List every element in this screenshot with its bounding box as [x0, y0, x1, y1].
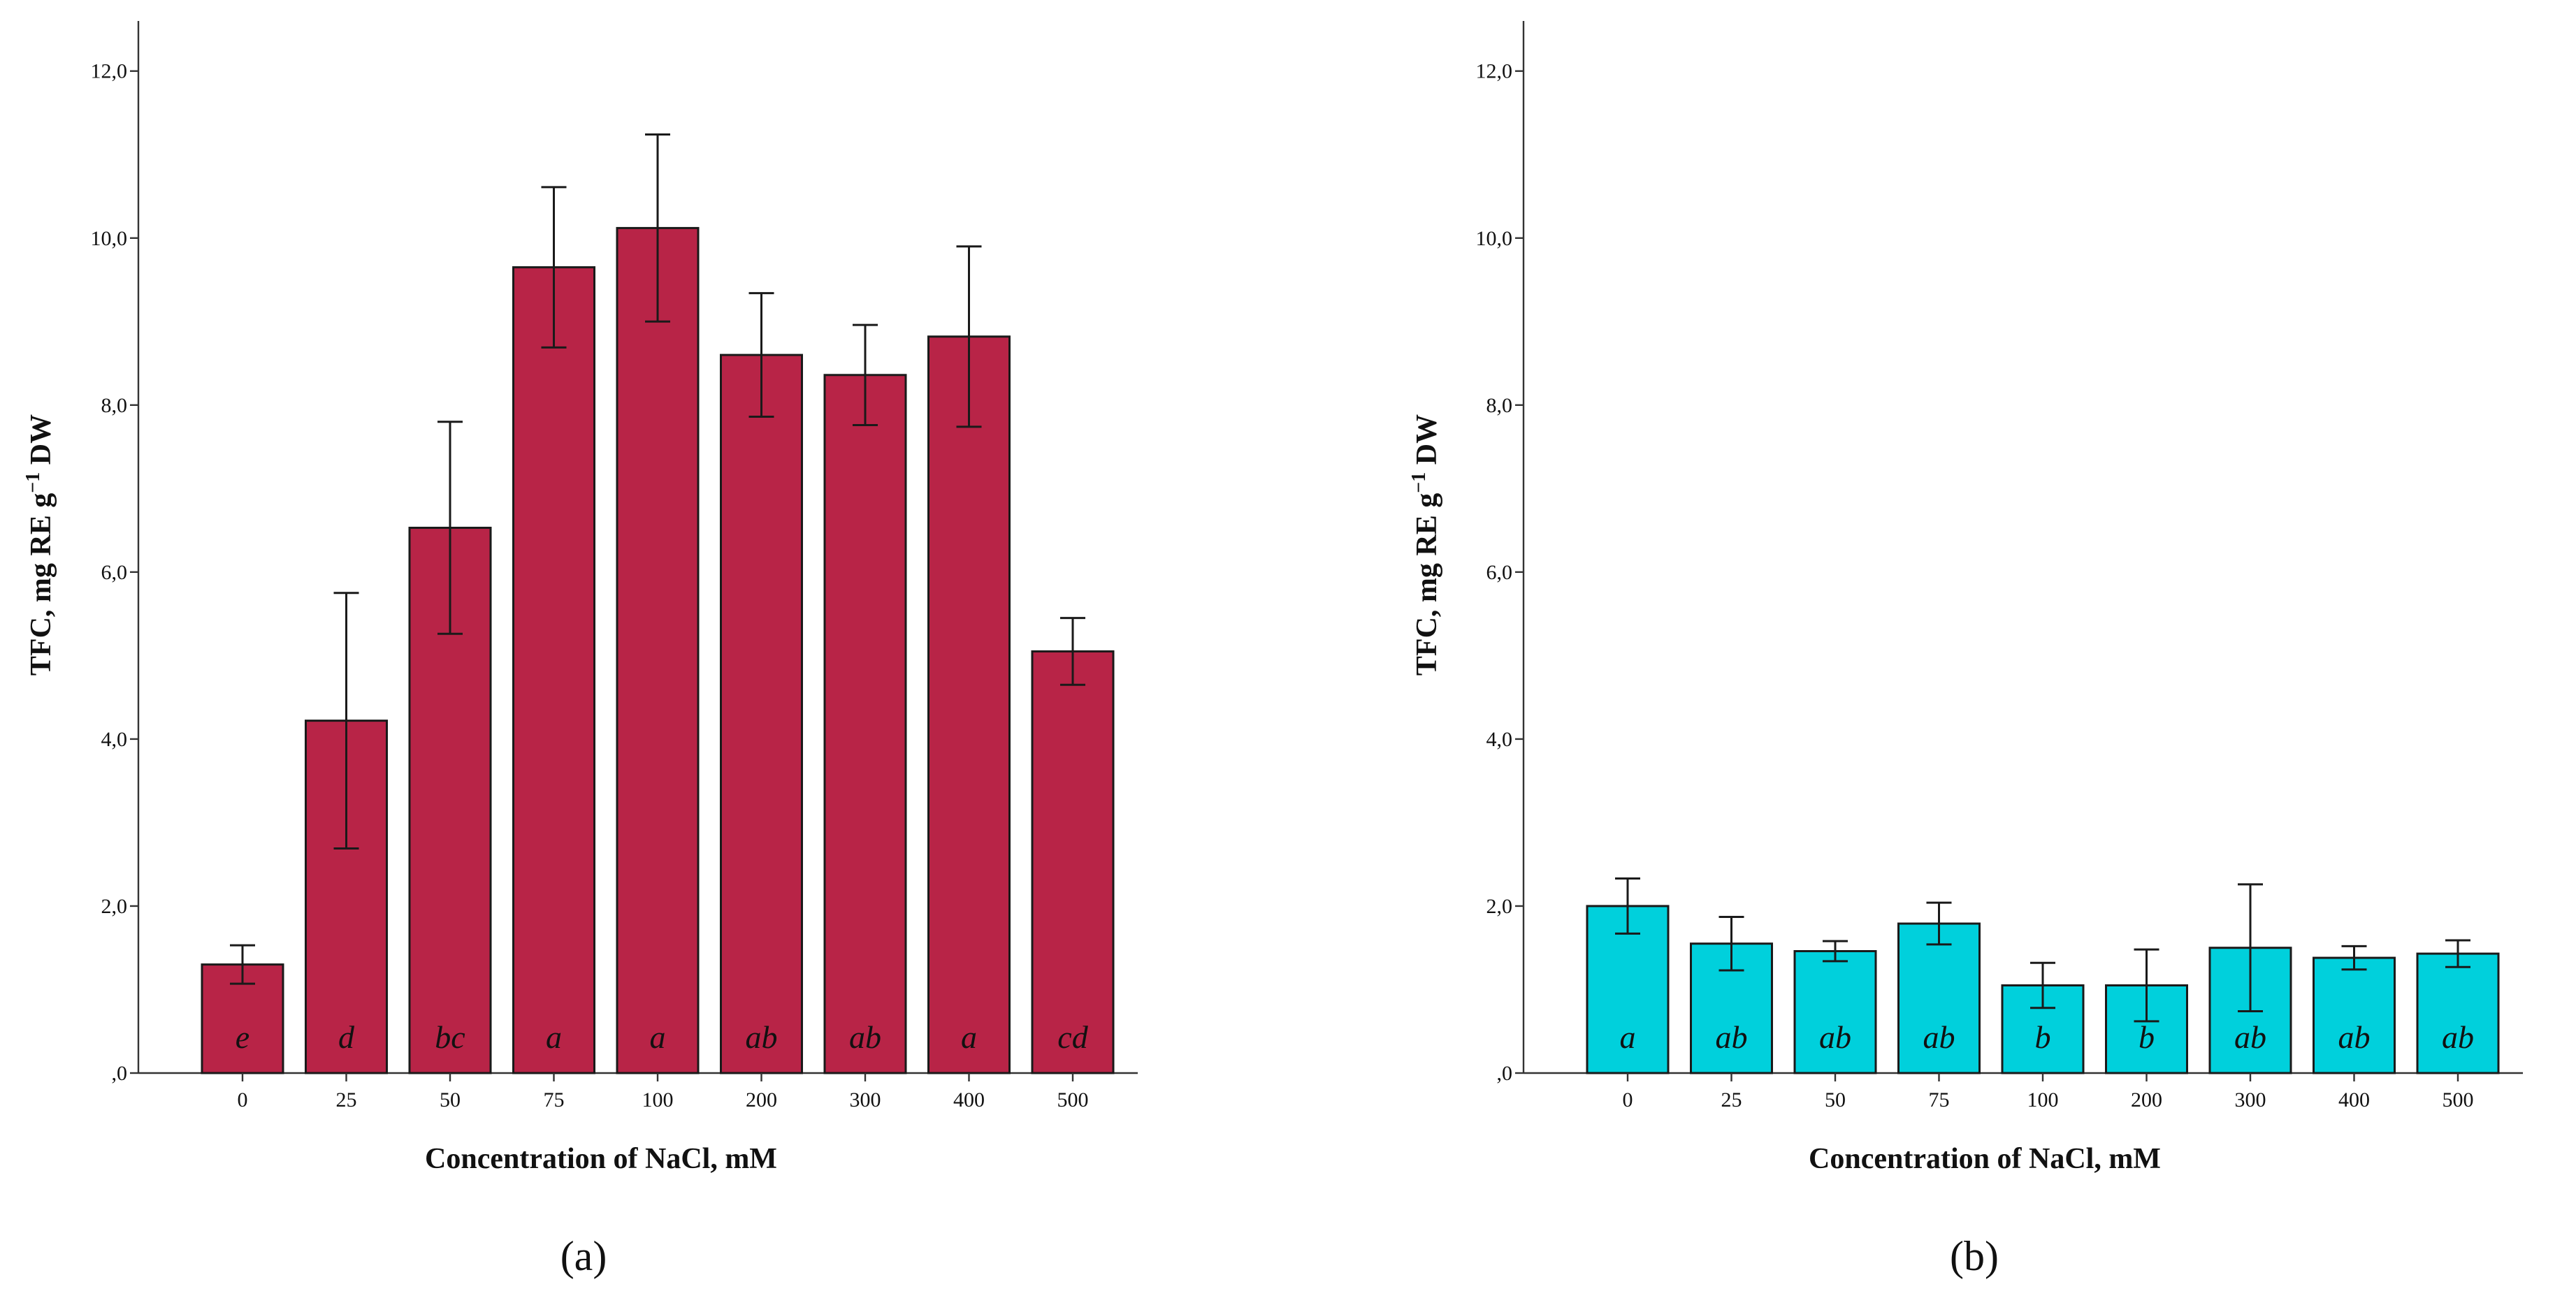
panel-b-x-axis-title: Concentration of NaCl, mM [1809, 1143, 2161, 1175]
panel-b-y-tick-label: 10,0 [1476, 227, 1513, 250]
panel-a-y-tick-label: 10,0 [91, 227, 128, 250]
panel-a-x-tick-label-50: 50 [440, 1088, 461, 1111]
panel-a-x-tick-label-0: 0 [238, 1088, 248, 1111]
panel-a-y-tick-label: 6,0 [101, 561, 128, 584]
panel-b-significance-label-100: b [2035, 1019, 2051, 1055]
panel-b-significance-label-500: ab [2442, 1019, 2474, 1055]
chart-panel-b: ,0 2,0 4,0 6,0 8,0 10,0 12,0 a 0 ab 25 ab 50 ab 75 b 100… [1408, 21, 2523, 1279]
panel-a-bar-75 [512, 266, 595, 1074]
panel-a-x-tick-label-100: 100 [642, 1088, 674, 1111]
panel-b-y-tick-label: 12,0 [1476, 60, 1513, 83]
panel-b-y-axis-title-suffix: DW [1411, 414, 1443, 472]
panel-a-x-tick-label-500: 500 [1057, 1088, 1089, 1111]
panel-b-significance-label-0: a [1620, 1019, 1636, 1055]
panel-b-y-axis-title: TFC, mg RE g−1 DW [1408, 414, 1443, 676]
panel-a-label: (a) [560, 1233, 607, 1279]
panel-a-x-tick-label-75: 75 [544, 1088, 565, 1111]
panel-b-significance-label-75: ab [1923, 1019, 1955, 1055]
panel-a-significance-label-300: ab [849, 1019, 881, 1055]
panel-a-x-tick-label-200: 200 [746, 1088, 777, 1111]
panel-b-significance-label-300: ab [2234, 1019, 2266, 1055]
panel-b-y-tick-label: ,0 [1497, 1062, 1513, 1085]
panel-b-significance-label-400: ab [2338, 1019, 2371, 1055]
panel-a-x-axis-title: Concentration of NaCl, mM [425, 1143, 777, 1175]
panel-b-bar-500 [2416, 952, 2500, 1074]
panel-a-y-axis-title-superscript: −1 [22, 472, 44, 493]
panel-b-bar-75 [1897, 922, 1981, 1074]
panel-a-bar-300 [823, 374, 907, 1074]
panel-b-x-tick-label-25: 25 [1721, 1088, 1742, 1111]
panel-a-bar-100 [616, 226, 700, 1074]
panel-b-x-tick-label-75: 75 [1929, 1088, 1950, 1111]
panel-b-label: (b) [1950, 1233, 1999, 1279]
chart-panel-a: ,0 2,0 4,0 6,0 8,0 10,0 12,0 e 0 d 25 bc 50 a 75 a 100 ab… [22, 21, 1138, 1279]
panel-b-x-tick-label-500: 500 [2443, 1088, 2474, 1111]
panel-a-y-axis-title: TFC, mg RE g−1 DW [22, 414, 57, 676]
panel-a-significance-label-75: a [546, 1019, 562, 1055]
panel-b-x-tick-label-400: 400 [2338, 1088, 2370, 1111]
panel-b-x-tick-label-0: 0 [1623, 1088, 1633, 1111]
panel-a-y-tick-label: 2,0 [101, 895, 128, 918]
panel-a-significance-label-200: ab [746, 1019, 778, 1055]
panel-a-bar-400 [927, 335, 1011, 1074]
panel-a-y-tick-label: 8,0 [101, 394, 128, 417]
panel-a-significance-label-400: a [961, 1019, 977, 1055]
panel-b-bar-400 [2313, 956, 2396, 1074]
panel-b-x-tick-label-300: 300 [2235, 1088, 2266, 1111]
panel-b-significance-label-200: b [2139, 1019, 2155, 1055]
panel-b-x-tick-label-100: 100 [2027, 1088, 2059, 1111]
panel-b-y-axis-title-superscript: −1 [1408, 472, 1430, 493]
panel-b-significance-label-25: ab [1716, 1019, 1748, 1055]
panel-a-y-tick-label: 12,0 [91, 60, 128, 83]
panel-a-significance-label-25: d [338, 1019, 355, 1055]
panel-a-bar-500 [1031, 650, 1115, 1074]
panel-b-x-tick-label-200: 200 [2131, 1088, 2162, 1111]
panel-a-y-tick-label: ,0 [112, 1062, 128, 1085]
panel-b-y-tick-label: 6,0 [1486, 561, 1513, 584]
panel-b-y-axis-title-main: TFC, mg RE g [1411, 493, 1443, 676]
panel-b-x-tick-label-50: 50 [1825, 1088, 1846, 1111]
panel-a-x-tick-label-25: 25 [336, 1088, 357, 1111]
panel-b-y-tick-label: 8,0 [1486, 394, 1513, 417]
panel-a-significance-label-100: a [650, 1019, 666, 1055]
panel-b-y-tick-label: 4,0 [1486, 728, 1513, 751]
panel-a-y-axis-title-main: TFC, mg RE g [25, 493, 57, 676]
panel-a-x-tick-label-400: 400 [953, 1088, 985, 1111]
panel-a-significance-label-50: bc [435, 1019, 465, 1055]
panel-b-y-tick-label: 2,0 [1486, 895, 1513, 918]
panel-a-y-tick-label: 4,0 [101, 728, 128, 751]
panel-a-significance-label-0: e [236, 1019, 249, 1055]
panel-a-significance-label-500: cd [1057, 1019, 1088, 1055]
panel-a-y-axis-title-suffix: DW [25, 414, 57, 472]
panel-b-significance-label-50: ab [1819, 1019, 1851, 1055]
panel-a-x-tick-label-300: 300 [850, 1088, 881, 1111]
panel-a-bar-200 [720, 353, 803, 1074]
